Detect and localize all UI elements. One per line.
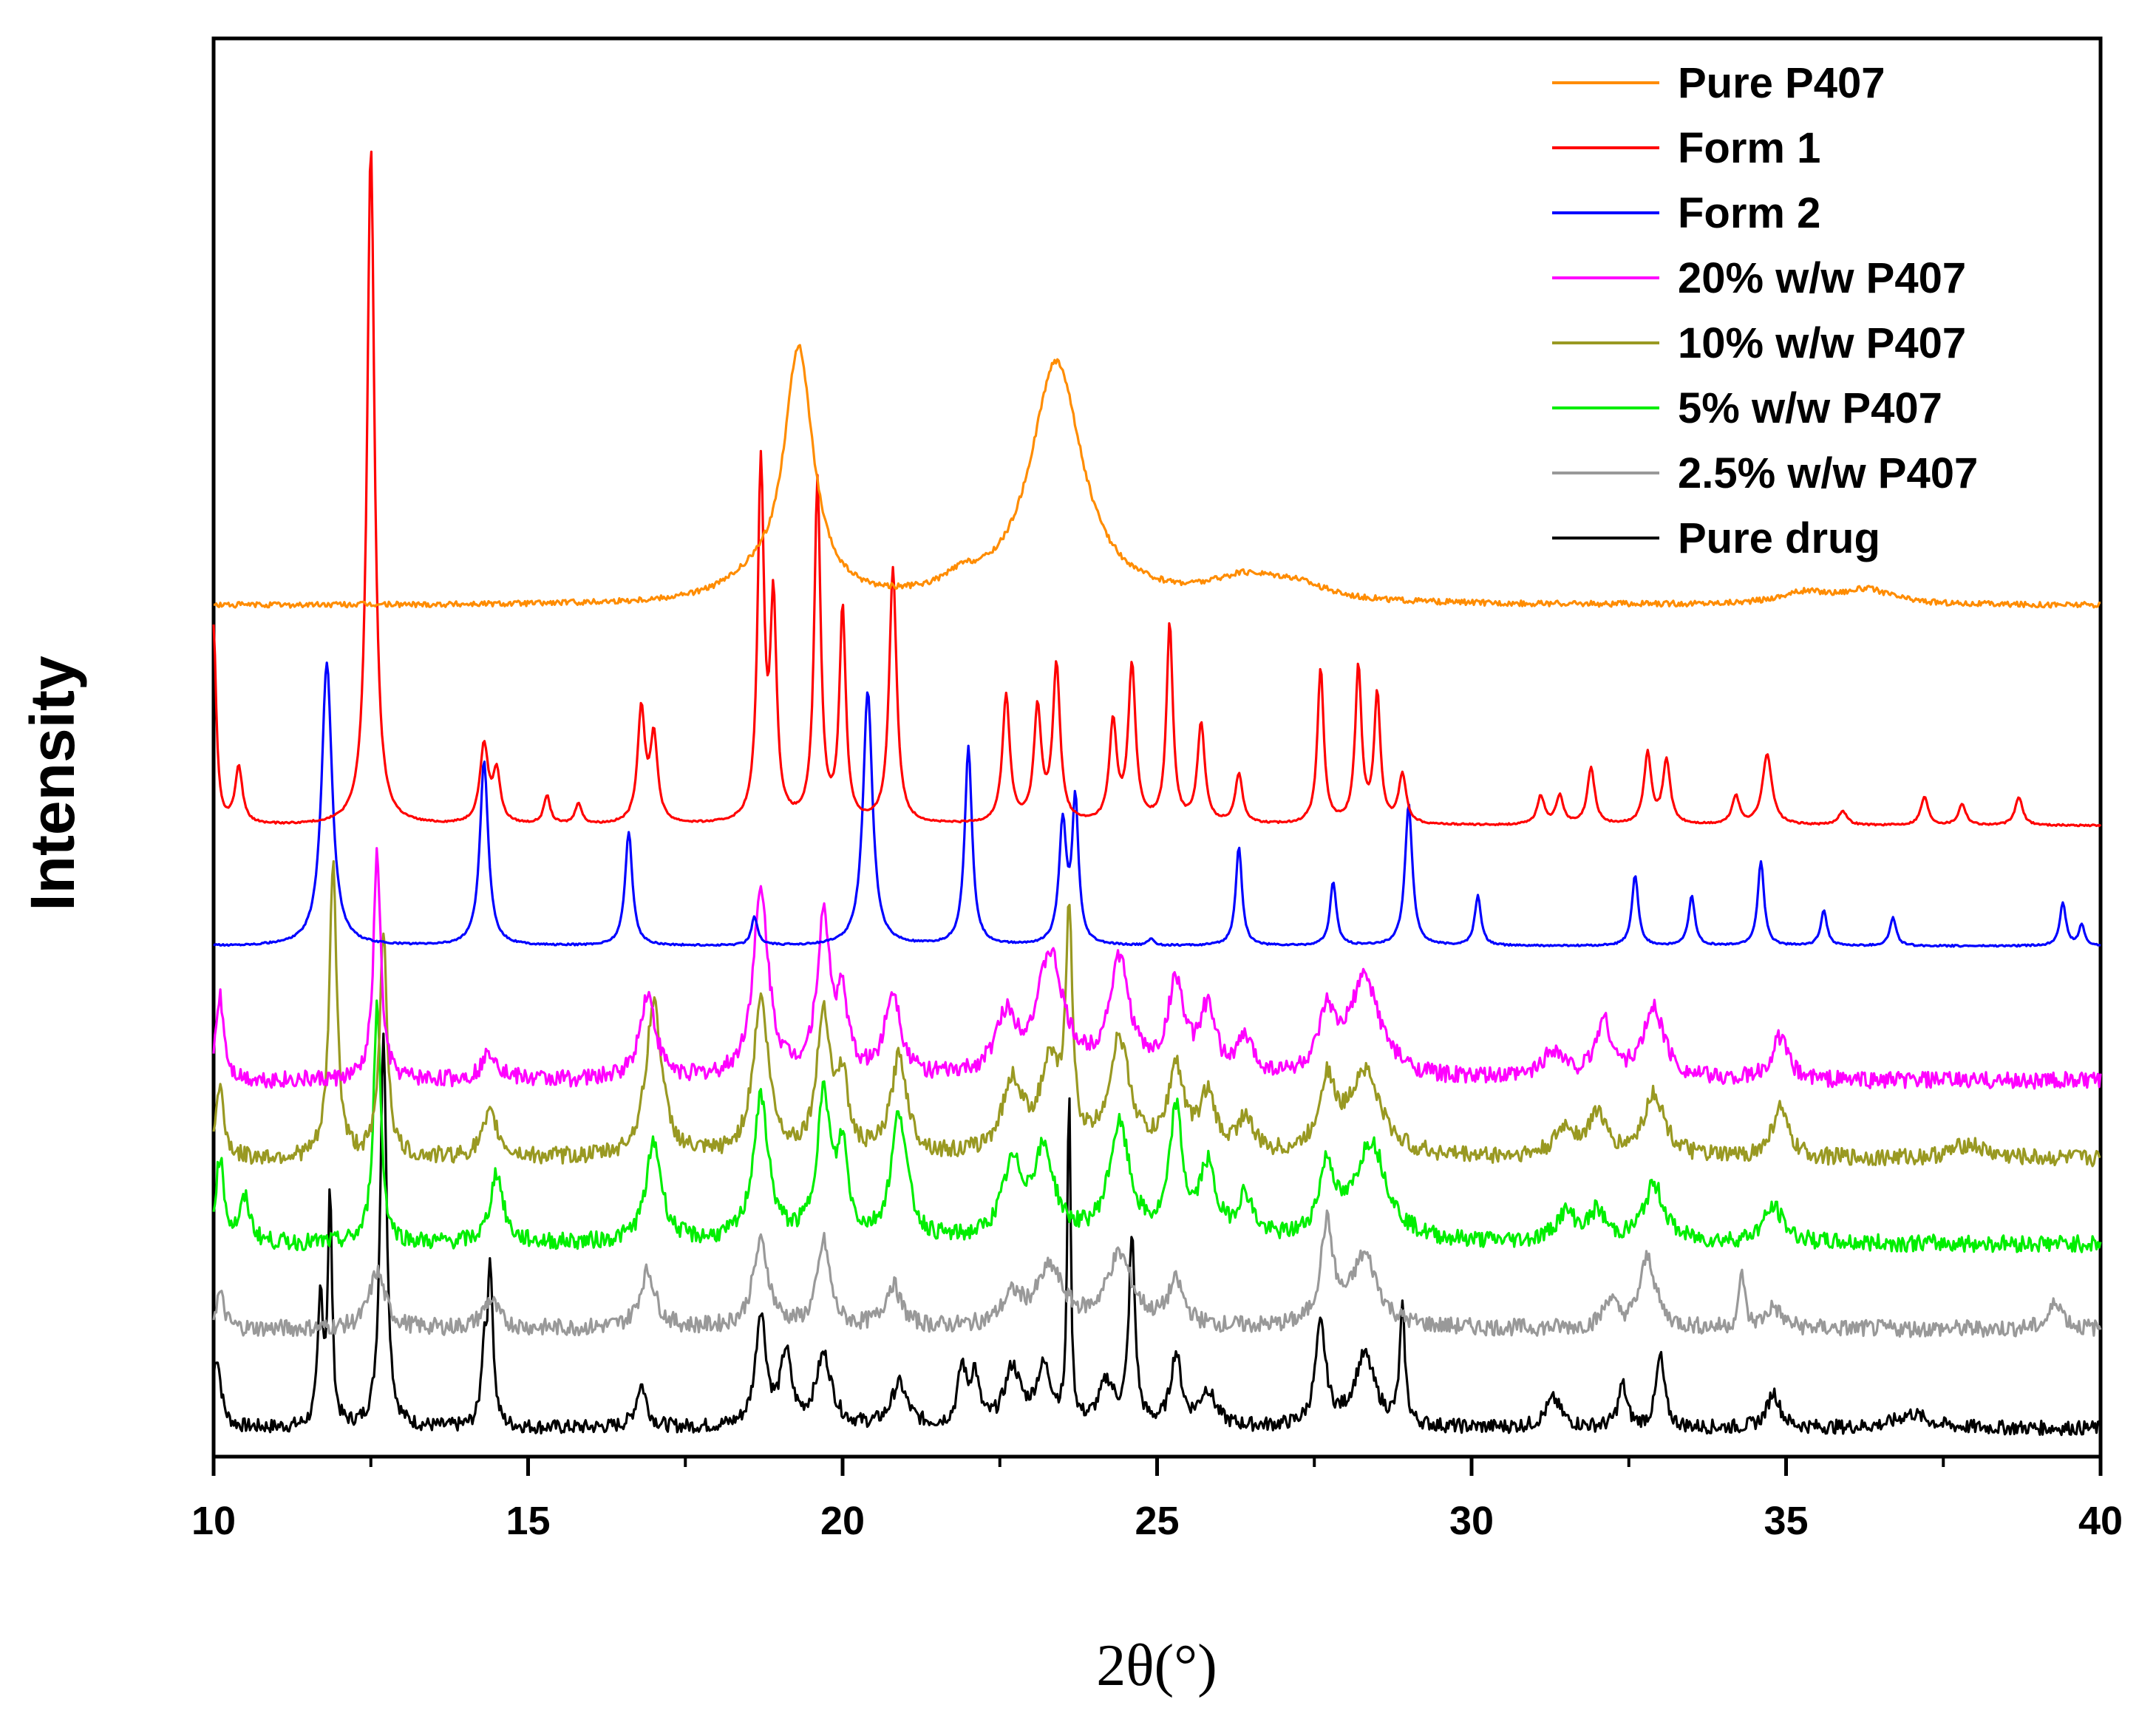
x-tick-label: 30 <box>1449 1499 1494 1543</box>
legend-label: 5% w/w P407 <box>1678 384 1942 432</box>
x-tick-label: 15 <box>506 1499 550 1543</box>
series-line-form-1 <box>212 150 2102 828</box>
legend-label: 2.5% w/w P407 <box>1678 449 1978 497</box>
series-line-20-w-w-p407 <box>212 847 2102 1090</box>
legend: Pure P407 Form 1 Form 2 20% w/w P407 10% w/w… <box>1552 59 1978 562</box>
legend-label: 10% w/w P407 <box>1678 319 1966 367</box>
x-tick-label: 40 <box>2078 1499 2123 1543</box>
series-line-10-w-w-p407 <box>212 860 2101 1168</box>
legend-label: 20% w/w P407 <box>1678 254 1966 302</box>
series-line-form-2 <box>213 661 2101 948</box>
series-line-pure-drug <box>212 1032 2102 1437</box>
x-axis-title: 2θ(°) <box>1096 1633 1217 1698</box>
legend-label: Pure P407 <box>1678 59 1885 107</box>
legend-label: Form 1 <box>1678 124 1820 172</box>
x-tick-label: 20 <box>820 1499 865 1543</box>
series-group <box>212 150 2102 1437</box>
legend-label: Form 2 <box>1678 189 1820 237</box>
x-ticks: 10 15 20 25 30 35 40 <box>191 1457 2123 1543</box>
series-line-5-w-w-p407 <box>212 999 2102 1253</box>
legend-label: Pure drug <box>1678 514 1880 562</box>
x-tick-label: 25 <box>1135 1499 1179 1543</box>
x-tick-label: 35 <box>1764 1499 1808 1543</box>
x-tick-label: 10 <box>191 1499 236 1543</box>
series-line-pure-p407 <box>213 344 2101 609</box>
series-line-2-5-w-w-p407 <box>212 1209 2102 1338</box>
y-axis-title: Intensity <box>18 656 87 911</box>
